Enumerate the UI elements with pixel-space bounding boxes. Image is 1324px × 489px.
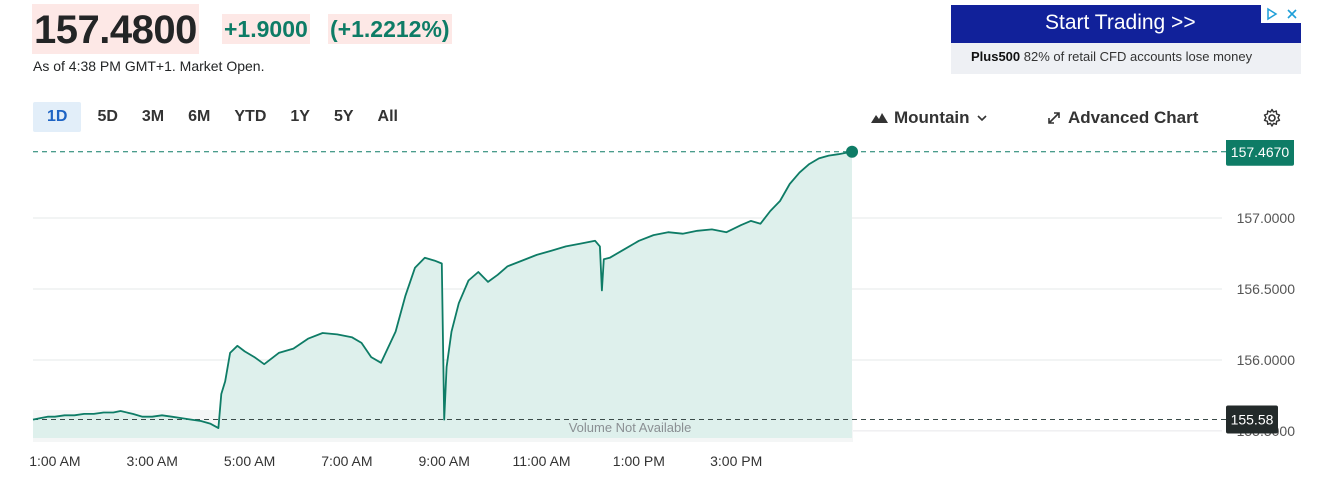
tab-5y[interactable]: 5Y xyxy=(333,108,354,125)
tab-1d[interactable]: 1D xyxy=(33,102,82,132)
x-tick-label: 11:00 AM xyxy=(512,453,570,469)
y-tick-label: 156.0000 xyxy=(1237,352,1296,368)
x-tick-label: 1:00 PM xyxy=(613,453,665,469)
last-value-tag-label: 157.4670 xyxy=(1231,144,1290,160)
mountain-icon xyxy=(871,113,888,123)
tab-5d[interactable]: 5D xyxy=(97,108,118,125)
y-tick-label: 156.5000 xyxy=(1237,281,1296,297)
start-trading-ad-button[interactable]: Start Trading >> xyxy=(951,5,1301,43)
tab-ytd[interactable]: YTD xyxy=(234,108,267,125)
price-line xyxy=(32,150,853,429)
price-area-fill xyxy=(33,151,852,439)
price-change: +1.9000 xyxy=(222,14,310,44)
chevron-down-icon xyxy=(976,115,987,122)
x-tick-label: 9:00 AM xyxy=(419,453,470,469)
last-value-tag-bg xyxy=(1226,140,1294,166)
ad-disclaimer-text: 82% of retail CFD accounts lose money xyxy=(1020,49,1253,64)
last-price-dot xyxy=(846,145,859,158)
y-tick-label: 157.0000 xyxy=(1237,210,1296,226)
previous-close-tag-bg xyxy=(1226,405,1278,434)
advanced-chart-button[interactable]: Advanced Chart xyxy=(1046,108,1198,128)
x-tick-label: 5:00 AM xyxy=(224,453,275,469)
tab-6m[interactable]: 6M xyxy=(188,108,211,125)
ad-button-label: Start Trading >> xyxy=(1045,11,1196,34)
x-tick-label: 7:00 AM xyxy=(321,453,372,469)
ad-choices[interactable] xyxy=(1261,5,1301,23)
x-tick-label: 3:00 PM xyxy=(710,453,762,469)
price-change-percent: (+1.2212%) xyxy=(328,14,452,44)
tab-3m[interactable]: 3M xyxy=(141,108,165,125)
previous-close-tag: 155.58 xyxy=(1226,405,1278,434)
volume-not-available: Volume Not Available xyxy=(569,420,692,435)
x-tick-label: 1:00 AM xyxy=(29,453,80,469)
chart-type-label: Mountain xyxy=(894,108,970,127)
range-tabs: 1D 5D 3M 6M YTD 1Y 5Y All xyxy=(33,102,420,132)
gear-icon xyxy=(1263,108,1281,127)
chart-settings-button[interactable] xyxy=(1262,108,1282,128)
last-price: 157.4800 xyxy=(32,4,199,54)
tab-1y[interactable]: 1Y xyxy=(290,108,310,125)
ad-brand: Plus500 xyxy=(971,49,1021,64)
ad-disclaimer[interactable]: Plus500 82% of retail CFD accounts lose … xyxy=(951,43,1301,74)
market-status: As of 4:38 PM GMT+1. Market Open. xyxy=(33,58,265,74)
chart-type-dropdown[interactable]: Mountain xyxy=(871,108,988,128)
previous-close-tag-label: 155.58 xyxy=(1231,412,1274,428)
expand-arrows-icon xyxy=(1048,112,1060,124)
x-axis: 1:00 AM 3:00 AM 5:00 AM 7:00 AM 9:00 AM 11:00… xyxy=(29,453,762,469)
last-value-tag: 157.4670 xyxy=(1226,140,1294,166)
advanced-chart-label: Advanced Chart xyxy=(1068,108,1199,127)
x-tick-label: 3:00 AM xyxy=(127,453,178,469)
tab-all[interactable]: All xyxy=(377,108,398,125)
adchoices-icon[interactable] xyxy=(1265,7,1279,21)
close-icon[interactable] xyxy=(1286,8,1298,20)
